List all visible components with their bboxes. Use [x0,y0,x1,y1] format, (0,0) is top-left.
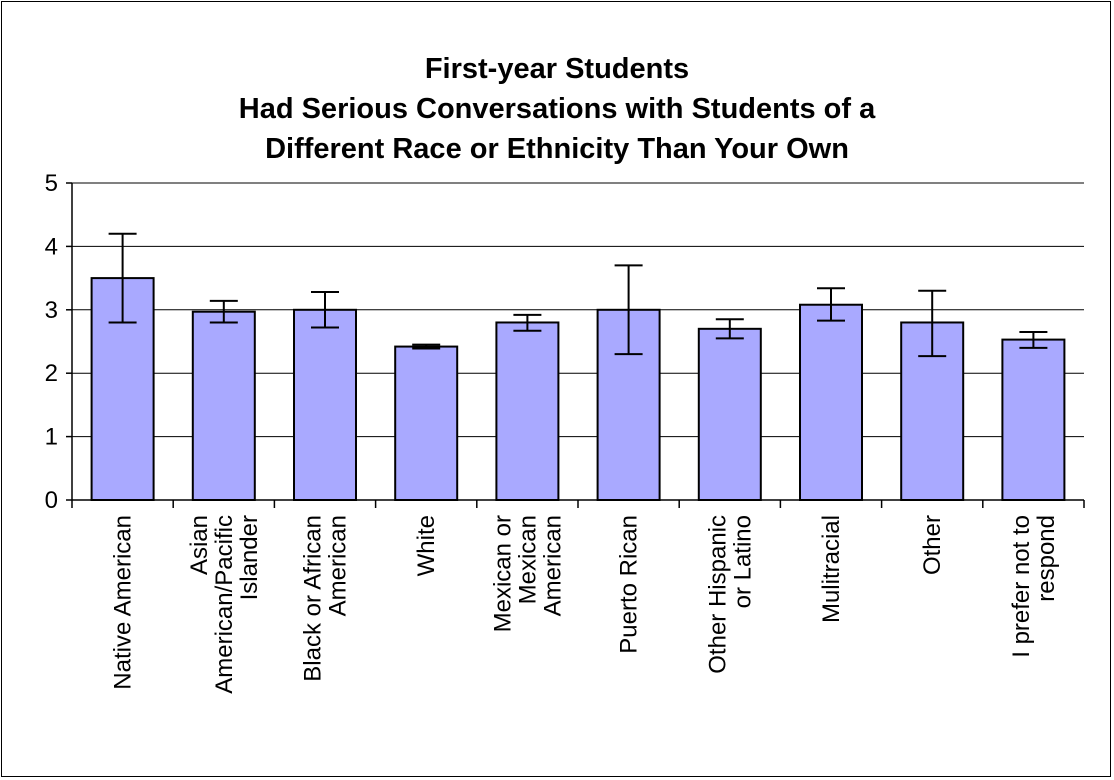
axes [66,182,1085,508]
x-label-8: Other [919,515,946,575]
x-label-2-line-0: Black or African [300,515,327,682]
x-label-7: Mulitracial [818,515,845,623]
error-bar-2 [311,291,339,329]
chart-title-line-2: Had Serious Conversations with Students … [239,93,876,125]
x-label-7-line-0: Mulitracial [818,515,845,623]
x-label-9-line-1: respond [1033,515,1060,602]
error-bar-8 [918,289,947,358]
bars [90,277,1066,502]
error-bar-0 [108,232,137,324]
chart-title-line-3: Different Race or Ethnicity Than Your Ow… [265,133,849,165]
bar-7 [799,303,863,501]
bar-6 [697,327,762,501]
x-label-3: White [413,515,440,576]
error-bar-7 [817,287,845,322]
x-label-2-line-1: American [325,515,352,616]
x-label-3-line-0: White [413,515,440,576]
y-tick-label-5: 5 [45,170,58,197]
y-tick-label-2: 2 [45,360,58,387]
x-label-4-line-1: Mexican [514,515,541,604]
x-label-0: Native American [110,515,137,690]
chart-title: First-year Students Had Serious Conversa… [239,53,876,165]
y-tick-label-3: 3 [45,297,58,324]
bar-4 [495,321,560,502]
error-bar-1 [209,299,238,324]
x-label-1-line-0: Asian [186,515,213,575]
y-tick-label-1: 1 [45,424,58,451]
x-label-5-line-0: Puerto Rican [616,515,643,654]
error-bar-4 [513,313,542,332]
chart-title-line-1: First-year Students [425,53,689,85]
error-bar-5 [614,264,643,356]
bar-1 [191,310,256,501]
x-label-0-line-0: Native American [110,515,137,690]
error-bar-9 [1019,330,1048,349]
x-label-1-line-1: American/Pacific [211,515,238,694]
error-bars [108,232,1048,358]
y-axis-ticks: 0 1 2 3 4 5 [45,170,58,514]
x-label-4-line-2: American [539,515,566,616]
x-axis-labels: Native American AsianAmerican/PacificIsla… [110,515,1060,694]
error-bar-3 [412,343,441,350]
bar-3 [394,345,459,501]
y-tick-label-0: 0 [45,487,58,514]
bar-2 [293,308,357,501]
x-label-4-line-0: Mexican or [489,515,516,632]
x-label-6-line-0: Other Hispanic [704,515,731,674]
error-bar-6 [715,318,744,340]
x-label-5: Puerto Rican [616,515,643,654]
x-label-1-line-2: Islander [236,515,263,600]
x-label-6-line-1: or Latino [729,515,756,608]
x-label-9-line-0: I prefer not to [1008,515,1035,658]
y-tick-label-4: 4 [45,233,58,260]
bar-9 [1001,338,1066,501]
x-label-8-line-0: Other [919,515,946,575]
